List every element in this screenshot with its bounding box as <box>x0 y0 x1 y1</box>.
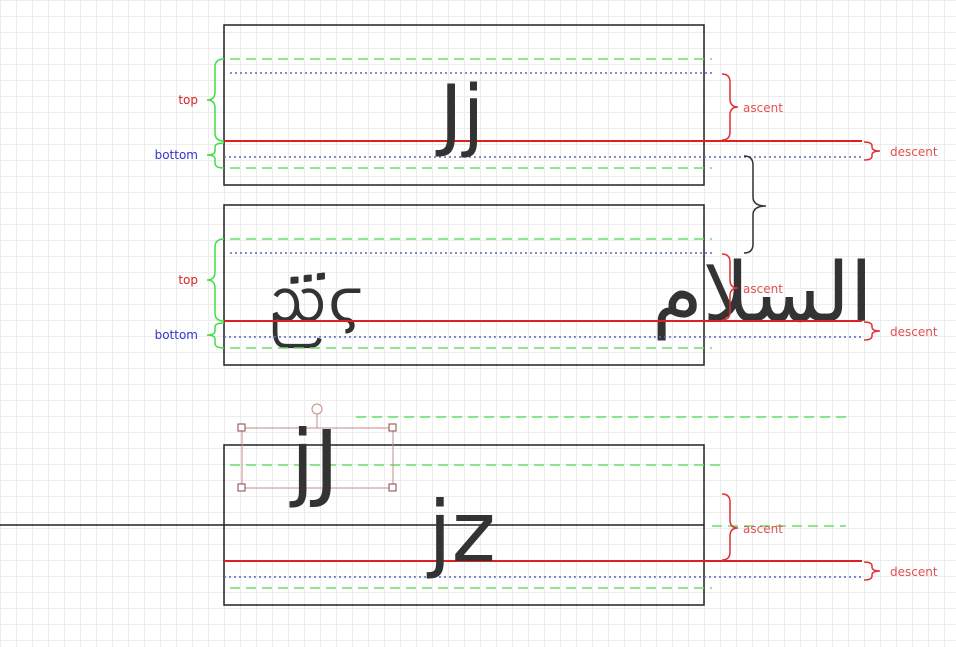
bottom-label-1: bottom <box>155 148 198 162</box>
sample-text-arabic: السلام <box>652 246 873 341</box>
descent-brace-2 <box>863 321 881 341</box>
line-box-1-frame <box>223 24 705 186</box>
top-label-1: top <box>178 93 198 107</box>
line-box-3: jz jJ <box>0 403 862 606</box>
descent-brace-1 <box>863 141 881 161</box>
sample-text-floating: jJ <box>289 412 339 510</box>
resize-handle-bottom-right[interactable] <box>388 483 397 492</box>
floating-text-selection[interactable]: jJ <box>237 403 397 510</box>
bottom-brace-2 <box>206 322 225 349</box>
resize-handle-top-left[interactable] <box>237 423 246 432</box>
descent-label-3: descent <box>890 565 938 579</box>
line-gap-brace <box>743 155 767 254</box>
ascent-label-1: ascent <box>743 101 783 115</box>
right-annotations <box>721 73 881 581</box>
descent-label-2: descent <box>890 325 938 339</box>
ascent-label-3: ascent <box>743 522 783 536</box>
sample-text-mixed: ᨬ፝ϛ <box>268 266 363 349</box>
line-box-2-frame <box>223 204 705 366</box>
top-brace-2 <box>206 238 225 322</box>
line-box-2: ᨬ፝ϛ السلام <box>223 204 873 366</box>
ascent-brace-1 <box>721 73 739 141</box>
top-label-2: top <box>178 273 198 287</box>
ascent-label-2: ascent <box>743 282 783 296</box>
top-brace-1 <box>206 58 225 142</box>
rotate-handle[interactable] <box>311 403 323 415</box>
line-box-1: Jj <box>223 24 862 186</box>
ascent-brace-2 <box>721 253 739 321</box>
descent-label-1: descent <box>890 145 938 159</box>
left-annotations <box>206 58 225 349</box>
sample-text-lower: jz <box>426 483 495 581</box>
resize-handle-bottom-left[interactable] <box>237 483 246 492</box>
ascent-brace-3 <box>721 493 739 561</box>
bottom-label-2: bottom <box>155 328 198 342</box>
bottom-brace-1 <box>206 142 225 169</box>
sample-text-latin: Jj <box>435 70 485 160</box>
resize-handle-top-right[interactable] <box>388 423 397 432</box>
descent-brace-3 <box>863 561 881 581</box>
